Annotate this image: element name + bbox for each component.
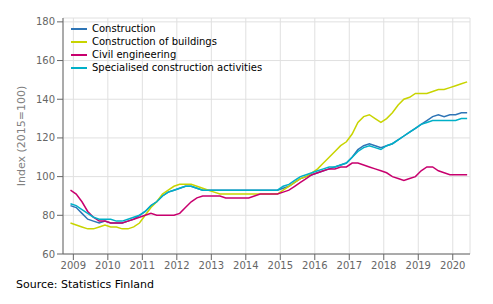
html-text:Construction: Construction — [92, 23, 156, 34]
svg-text:160: 160 — [36, 55, 55, 66]
svg-text:Index (2015=100): Index (2015=100) — [15, 86, 28, 187]
svg-text:2016: 2016 — [302, 260, 327, 271]
svg-text:2013: 2013 — [199, 260, 224, 271]
svg-text:60: 60 — [42, 249, 55, 260]
svg-text:80: 80 — [42, 210, 55, 221]
svg-text:2018: 2018 — [371, 260, 396, 271]
html-text:Civil engineering: Civil engineering — [92, 49, 177, 60]
svg-text:140: 140 — [36, 94, 55, 105]
svg-text:2017: 2017 — [337, 260, 362, 271]
svg-text:180: 180 — [36, 16, 55, 27]
svg-text:2009: 2009 — [61, 260, 86, 271]
svg-text:2012: 2012 — [164, 260, 189, 271]
html-text:Specialised construction activ: Specialised construction activities — [92, 62, 263, 73]
svg-text:2015: 2015 — [268, 260, 293, 271]
html-text:Construction of buildings: Construction of buildings — [92, 36, 217, 47]
html-text:Source: Statistics Finland: Source: Statistics Finland — [16, 278, 155, 291]
svg-text:100: 100 — [36, 171, 55, 182]
svg-text:120: 120 — [36, 132, 55, 143]
svg-text:2020: 2020 — [440, 260, 465, 271]
svg-text:2014: 2014 — [233, 260, 258, 271]
svg-text:2019: 2019 — [406, 260, 431, 271]
svg-text:2011: 2011 — [130, 260, 155, 271]
svg-text:2010: 2010 — [95, 260, 120, 271]
